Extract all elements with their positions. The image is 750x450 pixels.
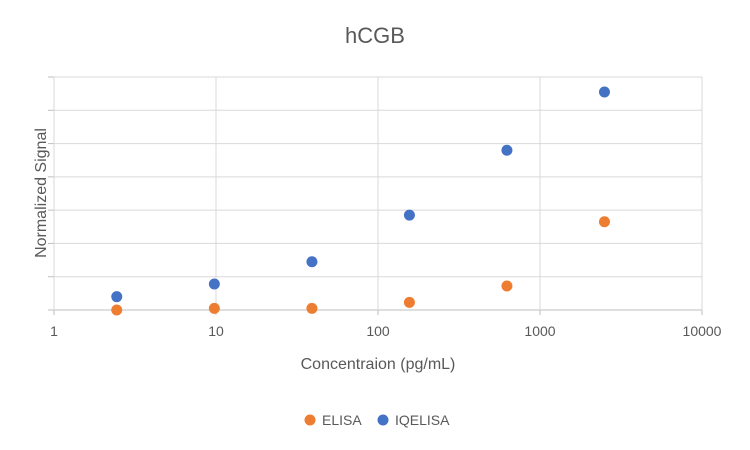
data-point-iqelisa xyxy=(208,278,220,290)
data-point-iqelisa xyxy=(306,256,318,268)
data-point-elisa xyxy=(306,302,318,314)
data-point-elisa xyxy=(598,216,610,228)
series-elisa xyxy=(111,216,610,316)
gridlines xyxy=(48,76,703,315)
data-point-elisa xyxy=(208,302,220,314)
x-tick-label: 1 xyxy=(50,323,58,339)
data-point-iqelisa xyxy=(111,291,123,303)
x-axis-label: Concentraion (pg/mL) xyxy=(301,356,456,373)
chart-title: hCGB xyxy=(345,23,405,48)
legend-label-elisa: ELISA xyxy=(322,412,362,428)
data-point-iqelisa xyxy=(501,144,513,156)
data-point-iqelisa xyxy=(598,86,610,98)
y-axis-label: Normalized Signal xyxy=(33,128,50,258)
x-tick-label: 10 xyxy=(208,323,224,339)
data-point-elisa xyxy=(403,296,415,308)
x-tick-label: 10000 xyxy=(683,323,722,339)
legend-marker-elisa xyxy=(304,414,316,426)
x-tick-labels: 1 10 100 1000 10000 xyxy=(50,323,722,339)
x-tick-label: 100 xyxy=(366,323,390,339)
series-iqelisa xyxy=(111,86,610,303)
legend-label-iqelisa: IQELISA xyxy=(395,412,450,428)
data-point-iqelisa xyxy=(403,209,415,221)
legend-marker-iqelisa xyxy=(377,414,389,426)
data-point-elisa xyxy=(111,304,123,316)
data-point-elisa xyxy=(501,280,513,292)
x-tick-label: 1000 xyxy=(524,323,555,339)
legend: ELISA IQELISA xyxy=(304,412,450,428)
data-points xyxy=(111,86,610,316)
